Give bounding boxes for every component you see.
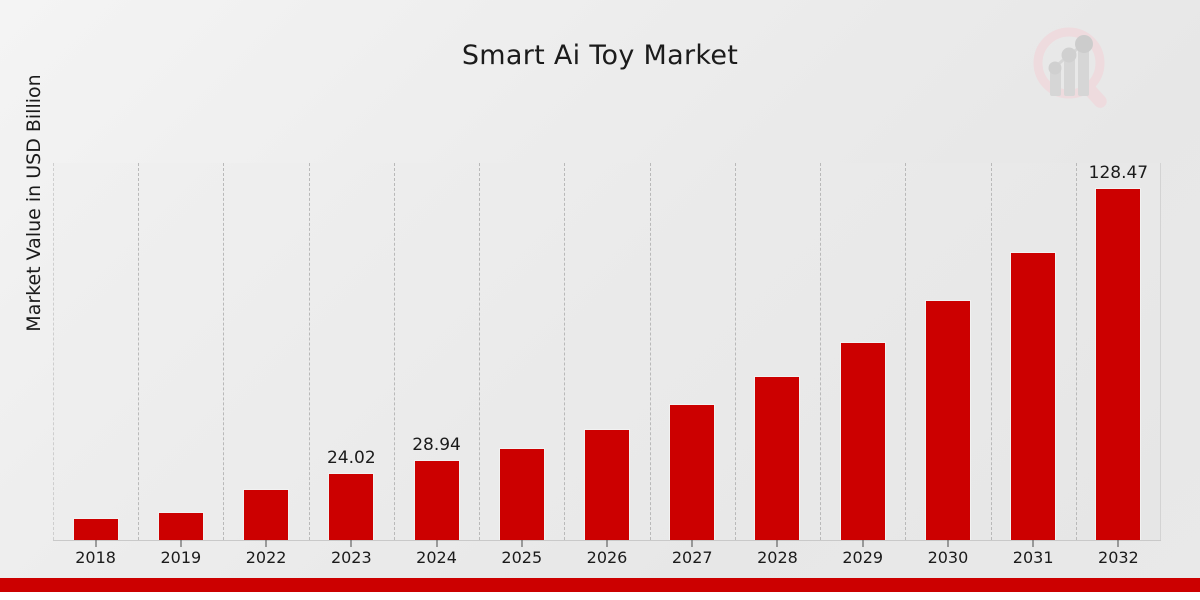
x-tick-label-2019: 2019 (160, 548, 202, 567)
bar-value-label-2032: 128.47 (1088, 163, 1149, 184)
x-tick (521, 540, 523, 547)
bar-slot (905, 163, 990, 540)
bar-slot (138, 163, 223, 540)
x-tick (1117, 540, 1119, 547)
bar-slot (223, 163, 308, 540)
page-title: Smart Ai Toy Market (461, 40, 739, 71)
bar-2025[interactable] (498, 447, 545, 540)
x-tick-label-2022: 2022 (245, 548, 287, 567)
x-tick-label-2023: 2023 (330, 548, 372, 567)
x-tick (265, 540, 267, 547)
bar-slot (650, 163, 735, 540)
x-tick-label-2018: 2018 (75, 548, 116, 567)
bar-slot: 128.47 (1076, 163, 1161, 540)
x-axis-tick-labels: 2018 2019 2022 2023 2024 2025 2026 2027 2028 2029… (53, 548, 1161, 572)
bars-layer: 24.02 28.94 128.47 (53, 163, 1160, 540)
x-tick-label-2032: 2032 (1098, 548, 1139, 567)
bar-slot (564, 163, 649, 540)
x-tick (180, 540, 182, 547)
bar-2032[interactable] (1095, 188, 1142, 540)
x-tick (947, 540, 949, 547)
bar-2026[interactable] (583, 428, 630, 540)
x-tick (606, 540, 608, 547)
bar-value-label-2023: 24.02 (326, 448, 376, 469)
x-tick-label-2030: 2030 (927, 548, 969, 567)
x-tick-label-2029: 2029 (842, 548, 884, 567)
x-tick-label-2028: 2028 (757, 548, 798, 567)
bar-slot (820, 163, 905, 540)
bar-2024[interactable] (413, 459, 460, 540)
plot-area: 24.02 28.94 128.47 (53, 163, 1161, 540)
bar-slot (479, 163, 564, 540)
bar-slot (991, 163, 1076, 540)
magnifier-bar-chart-logo-icon (1026, 22, 1122, 118)
x-tick (691, 540, 693, 547)
x-tick (1032, 540, 1034, 547)
bar-2027[interactable] (669, 403, 716, 540)
x-tick (862, 540, 864, 547)
footer-strip (0, 592, 1200, 600)
bar-slot: 28.94 (394, 163, 479, 540)
x-tick-label-2024: 2024 (416, 548, 457, 567)
footer-accent-bar (0, 578, 1200, 592)
bar-2031[interactable] (1010, 252, 1057, 540)
bar-2028[interactable] (754, 376, 801, 540)
x-tick-label-2031: 2031 (1012, 548, 1054, 567)
bar-2018[interactable] (72, 517, 119, 540)
bar-2029[interactable] (839, 342, 886, 540)
x-tick-label-2026: 2026 (586, 548, 628, 567)
x-axis-ticks (53, 540, 1161, 548)
bar-value-label-2024: 28.94 (412, 434, 461, 455)
x-tick (95, 540, 97, 547)
bar-2030[interactable] (924, 300, 971, 540)
y-axis-label: Market Value in USD Billion (23, 74, 45, 332)
x-tick (436, 540, 438, 547)
x-tick (350, 540, 352, 547)
x-tick (776, 540, 778, 547)
bar-2019[interactable] (157, 511, 204, 540)
x-tick-label-2025: 2025 (501, 548, 543, 567)
bar-slot (735, 163, 820, 540)
bar-slot: 24.02 (309, 163, 394, 540)
bar-slot (53, 163, 138, 540)
bar-2023[interactable] (328, 473, 375, 540)
bar-2022[interactable] (243, 488, 290, 540)
x-tick-label-2027: 2027 (671, 548, 713, 567)
